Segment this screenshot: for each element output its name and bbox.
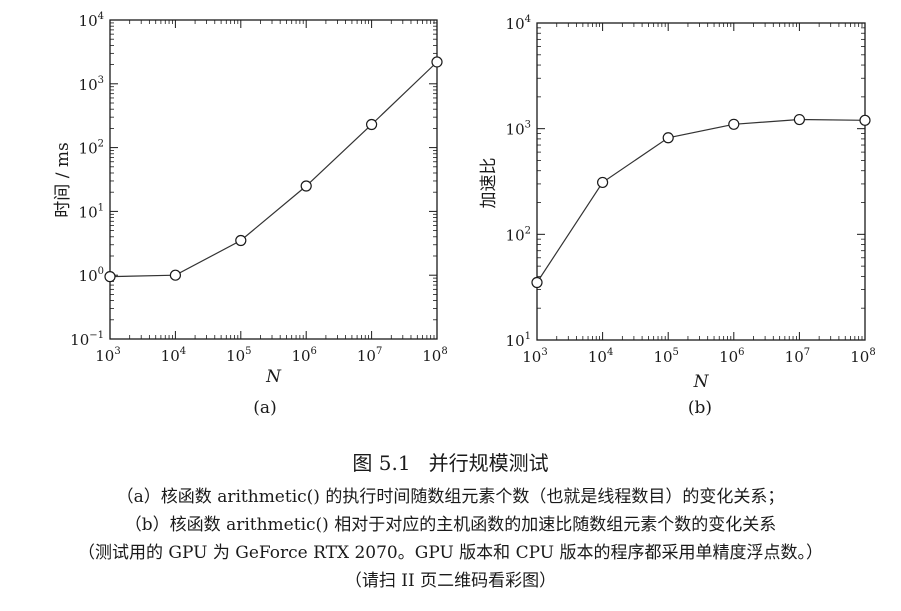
y-tick-label-exp: 4	[525, 14, 531, 25]
caption-line-a: （a）核函数 arithmetic() 的执行时间随数组元素个数（也就是线程数目…	[116, 487, 785, 507]
x-tick-label-exp: 4	[607, 347, 613, 358]
x-tick-label: 108	[422, 346, 447, 365]
x-tick-label-base: 10	[653, 348, 672, 366]
x-axis-label: N	[265, 367, 282, 387]
x-tick-label-base: 10	[850, 348, 869, 366]
figure-number: 图 5.1	[352, 451, 411, 475]
y-tick-label-exp: 3	[525, 120, 531, 131]
x-tick-label-base: 10	[785, 348, 804, 366]
series-line	[109, 61, 438, 278]
panel-a: 103 104 105 106 107 10810−1100101102103104N时间…	[53, 11, 448, 418]
x-tick-label-base: 10	[522, 348, 541, 366]
panel-label: (b)	[688, 398, 712, 418]
y-tick-label-base: 10	[79, 203, 98, 221]
y-tick-label-base: 10	[506, 226, 525, 244]
data-point	[366, 118, 378, 131]
y-tick-label-base: 10	[506, 121, 525, 139]
plot-frame	[536, 22, 866, 341]
y-tick-label-exp: 0	[98, 266, 104, 277]
x-tick-label: 103	[95, 346, 120, 365]
x-tick-label-base: 10	[95, 347, 114, 365]
y-tick-label-base: 10	[79, 140, 98, 158]
x-tick-label-base: 10	[719, 348, 738, 366]
x-tick-label-exp: 5	[673, 347, 679, 358]
data-point	[596, 176, 609, 189]
y-tick-label: 102	[506, 225, 531, 244]
data-point	[662, 132, 674, 144]
x-tick-label-base: 10	[291, 347, 310, 365]
y-tick-label: 100	[79, 266, 104, 285]
y-tick-label: 103	[506, 120, 531, 139]
x-tick-label: 106	[291, 346, 316, 365]
y-tick-label: 10−1	[70, 330, 104, 349]
x-tick-label-base: 10	[357, 347, 376, 365]
x-tick-label: 104	[161, 346, 186, 365]
x-tick-label-exp: 5	[245, 346, 251, 357]
x-tick-label-exp: 7	[804, 347, 810, 358]
y-tick-label: 101	[506, 331, 531, 350]
data-point	[431, 56, 443, 68]
caption-line-d: （请扫 II 页二维码看彩图）	[344, 571, 557, 591]
y-tick-label-base: 10	[70, 331, 89, 349]
x-tick-label-exp: 6	[311, 346, 317, 357]
plot-frame	[109, 19, 438, 340]
x-tick-label: 107	[785, 347, 810, 366]
x-tick-label-exp: 8	[869, 347, 875, 358]
data-point	[104, 271, 116, 283]
x-tick-label-exp: 4	[180, 346, 186, 357]
x-tick-label: 107	[357, 346, 382, 365]
y-tick-label: 102	[79, 139, 104, 158]
x-tick-label-exp: 6	[738, 347, 744, 358]
x-tick-label-base: 10	[226, 347, 245, 365]
data-point	[728, 118, 740, 130]
x-tick-label: 104	[588, 347, 613, 366]
figure-title: 并行规模测试	[428, 451, 549, 475]
x-tick-label: 105	[226, 346, 251, 365]
y-tick-label-exp: −1	[89, 330, 104, 341]
x-tick-label: 105	[653, 347, 678, 366]
x-tick-label-exp: 3	[114, 346, 120, 357]
y-tick-label-exp: 1	[98, 202, 104, 213]
y-tick-label-base: 10	[506, 15, 525, 33]
y-axis-label: 加速比	[479, 158, 499, 209]
x-tick-label-exp: 8	[441, 346, 447, 357]
x-tick-label: 106	[719, 347, 744, 366]
panel-label: (a)	[253, 398, 276, 418]
y-tick-label-exp: 2	[525, 225, 531, 236]
y-tick-label: 104	[79, 11, 104, 30]
y-tick-label-base: 10	[79, 12, 98, 30]
caption-line-c: （测试用的 GPU 为 GeForce RTX 2070。GPU 版本和 CPU…	[78, 543, 823, 563]
caption-line-b: （b）核函数 arithmetic() 相对于对应的主机函数的加速比随数组元素个…	[124, 515, 777, 535]
data-point	[859, 114, 871, 126]
y-axis-label: 时间 / ms	[53, 142, 73, 217]
y-tick-label-exp: 3	[98, 75, 104, 86]
y-tick-label-base: 10	[79, 267, 98, 285]
x-tick-label: 103	[522, 347, 547, 366]
y-tick-label-exp: 2	[98, 139, 104, 150]
x-tick-label: 108	[850, 347, 875, 366]
y-tick-label-exp: 1	[525, 331, 531, 342]
y-tick-label-base: 10	[79, 76, 98, 94]
x-tick-label-base: 10	[588, 348, 607, 366]
x-tick-label-base: 10	[422, 347, 441, 365]
x-tick-label-exp: 7	[376, 346, 382, 357]
y-tick-label: 104	[506, 14, 531, 33]
data-point	[169, 269, 181, 281]
y-tick-label-base: 10	[506, 332, 525, 350]
x-axis-label: N	[693, 372, 710, 392]
data-point	[300, 180, 312, 192]
x-tick-label-exp: 3	[541, 347, 547, 358]
y-tick-label: 101	[79, 202, 104, 221]
data-point	[793, 113, 806, 126]
y-tick-label-exp: 4	[98, 11, 104, 22]
data-point	[235, 234, 247, 247]
data-point	[531, 276, 543, 289]
y-tick-label: 103	[79, 75, 104, 94]
figure-caption-title: 图 5.1 并行规模测试	[0, 447, 901, 476]
x-tick-label-base: 10	[161, 347, 180, 365]
series-line	[536, 118, 866, 283]
